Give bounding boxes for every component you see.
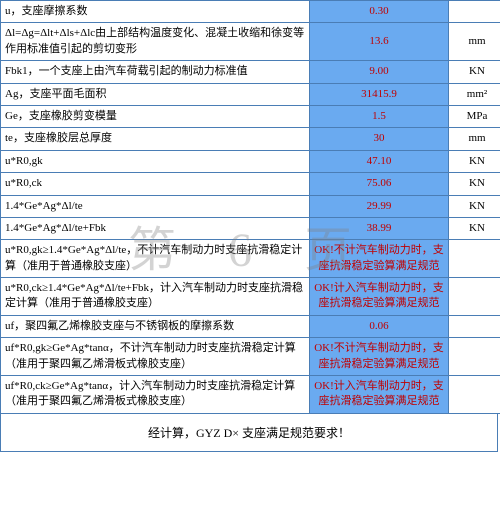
row-unit — [449, 315, 500, 337]
row-unit: mm — [449, 23, 500, 61]
table-row: u，支座摩擦系数0.30 — [1, 1, 500, 23]
table-row: 1.4*Ge*Ag*Δl/te29.99KN — [1, 195, 500, 217]
row-value: OK!不计汽车制动力时，支座抗滑稳定验算满足规范 — [310, 240, 449, 278]
table-row: Ag，支座平面毛面积31415.9mm² — [1, 83, 500, 105]
row-value: OK!不计汽车制动力时，支座抗滑稳定验算满足规范 — [310, 338, 449, 376]
row-unit — [449, 376, 500, 414]
row-value: 1.5 — [310, 105, 449, 127]
row-label: u*R0,ck — [1, 173, 310, 195]
row-unit — [449, 278, 500, 316]
row-unit: mm² — [449, 83, 500, 105]
row-unit — [449, 338, 500, 376]
row-unit: KN — [449, 150, 500, 172]
row-label: u*R0,gk≥1.4*Ge*Ag*Δl/te，不计汽车制动力时支座抗滑稳定计算… — [1, 240, 310, 278]
row-unit: KN — [449, 61, 500, 83]
row-value: 0.06 — [310, 315, 449, 337]
row-label: Fbk1，一个支座上由汽车荷载引起的制动力标准值 — [1, 61, 310, 83]
row-value: 31415.9 — [310, 83, 449, 105]
row-value: 38.99 — [310, 217, 449, 239]
table-row: te，支座橡胶层总厚度30mm — [1, 128, 500, 150]
row-value: 0.30 — [310, 1, 449, 23]
table-row: Ge，支座橡胶剪变模量1.5MPa — [1, 105, 500, 127]
row-label: uf*R0,gk≥Ge*Ag*tanα，不计汽车制动力时支座抗滑稳定计算（准用于… — [1, 338, 310, 376]
row-label: uf*R0,ck≥Ge*Ag*tanα，计入汽车制动力时支座抗滑稳定计算（准用于… — [1, 376, 310, 414]
row-value: 29.99 — [310, 195, 449, 217]
table-row: uf*R0,ck≥Ge*Ag*tanα，计入汽车制动力时支座抗滑稳定计算（准用于… — [1, 376, 500, 414]
row-unit — [449, 1, 500, 23]
row-label: u*R0,gk — [1, 150, 310, 172]
row-unit: KN — [449, 173, 500, 195]
row-value: 75.06 — [310, 173, 449, 195]
calc-table: u，支座摩擦系数0.30Δl=Δg=Δlt+Δls+Δlc由上部结构温度变化、混… — [0, 0, 500, 414]
row-label: Δl=Δg=Δlt+Δls+Δlc由上部结构温度变化、混凝土收缩和徐变等作用标准… — [1, 23, 310, 61]
row-value: 9.00 — [310, 61, 449, 83]
table-row: u*R0,gk47.10KN — [1, 150, 500, 172]
row-label: 1.4*Ge*Ag*Δl/te — [1, 195, 310, 217]
conclusion-text: 经计算，GYZ D× 支座满足规范要求！ — [0, 414, 498, 452]
row-unit — [449, 240, 500, 278]
table-row: u*R0,ck≥1.4*Ge*Ag*Δl/te+Fbk，计入汽车制动力时支座抗滑… — [1, 278, 500, 316]
row-label: uf，聚四氟乙烯橡胶支座与不锈钢板的摩擦系数 — [1, 315, 310, 337]
table-row: u*R0,ck75.06KN — [1, 173, 500, 195]
row-value: 30 — [310, 128, 449, 150]
row-value: OK!计入汽车制动力时，支座抗滑稳定验算满足规范 — [310, 278, 449, 316]
row-unit: KN — [449, 217, 500, 239]
row-label: Ag，支座平面毛面积 — [1, 83, 310, 105]
row-unit: KN — [449, 195, 500, 217]
row-value: OK!计入汽车制动力时，支座抗滑稳定验算满足规范 — [310, 376, 449, 414]
table-row: 1.4*Ge*Ag*Δl/te+Fbk38.99KN — [1, 217, 500, 239]
table-row: uf*R0,gk≥Ge*Ag*tanα，不计汽车制动力时支座抗滑稳定计算（准用于… — [1, 338, 500, 376]
table-row: u*R0,gk≥1.4*Ge*Ag*Δl/te，不计汽车制动力时支座抗滑稳定计算… — [1, 240, 500, 278]
row-label: u，支座摩擦系数 — [1, 1, 310, 23]
table-row: Δl=Δg=Δlt+Δls+Δlc由上部结构温度变化、混凝土收缩和徐变等作用标准… — [1, 23, 500, 61]
row-unit: MPa — [449, 105, 500, 127]
row-unit: mm — [449, 128, 500, 150]
row-label: u*R0,ck≥1.4*Ge*Ag*Δl/te+Fbk，计入汽车制动力时支座抗滑… — [1, 278, 310, 316]
table-row: Fbk1，一个支座上由汽车荷载引起的制动力标准值9.00KN — [1, 61, 500, 83]
row-value: 47.10 — [310, 150, 449, 172]
row-label: Ge，支座橡胶剪变模量 — [1, 105, 310, 127]
row-label: te，支座橡胶层总厚度 — [1, 128, 310, 150]
row-label: 1.4*Ge*Ag*Δl/te+Fbk — [1, 217, 310, 239]
row-value: 13.6 — [310, 23, 449, 61]
table-row: uf，聚四氟乙烯橡胶支座与不锈钢板的摩擦系数0.06 — [1, 315, 500, 337]
